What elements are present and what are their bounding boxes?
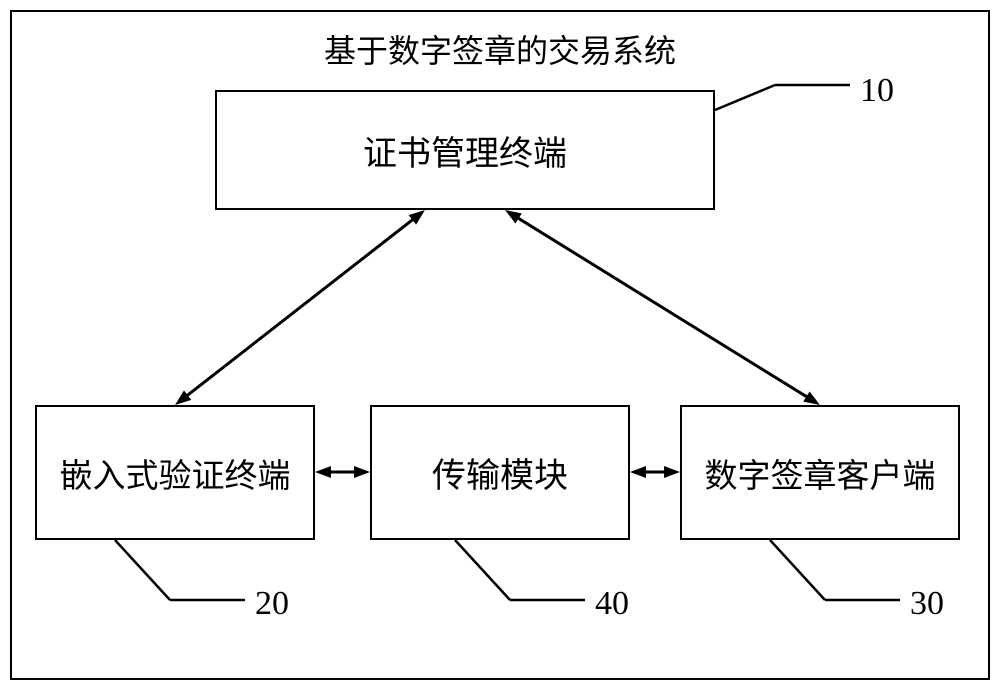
ref-label-20: 20: [255, 585, 289, 623]
box-embedded-label: 嵌入式验证终端: [60, 449, 291, 497]
box-cert-mgmt-label: 证书管理终端: [363, 126, 567, 175]
box-transport: 传输模块: [370, 405, 630, 540]
box-client: 数字签章客户端: [680, 405, 960, 540]
box-client-label: 数字签章客户端: [705, 449, 936, 497]
diagram-title: 基于数字签章的交易系统: [200, 26, 800, 72]
ref-label-40: 40: [595, 585, 629, 623]
box-embedded: 嵌入式验证终端: [35, 405, 315, 540]
ref-label-30: 30: [910, 585, 944, 623]
ref-label-10: 10: [860, 72, 894, 110]
box-transport-label: 传输模块: [432, 448, 568, 497]
box-cert-mgmt: 证书管理终端: [215, 90, 715, 210]
